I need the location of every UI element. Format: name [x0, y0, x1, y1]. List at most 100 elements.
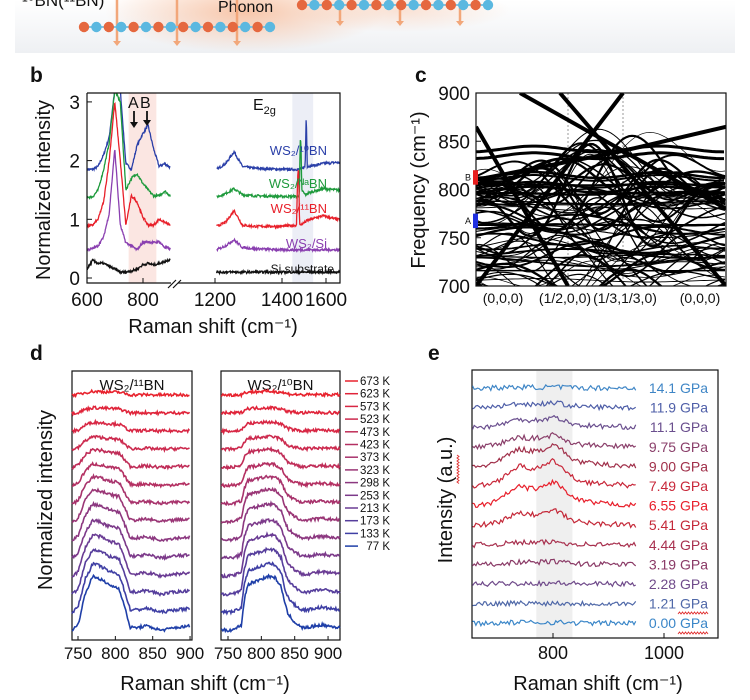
- phonon-band: [476, 184, 726, 245]
- x-axis-title: Raman shift (cm⁻¹): [120, 673, 289, 695]
- series-line: [71, 533, 191, 579]
- xtick-label: 800: [538, 643, 568, 663]
- phonon-band: [476, 237, 726, 263]
- series-line-2-right: [216, 169, 340, 230]
- ytick-label: 1: [69, 210, 80, 231]
- atom: [252, 21, 263, 33]
- series-label: 7.49 GPa: [649, 478, 708, 494]
- series-label: Si substrate: [271, 262, 335, 276]
- series-line: [472, 619, 637, 628]
- legend-label: 213 K: [360, 503, 390, 515]
- x-axis-title: Raman shift (cm⁻¹): [513, 673, 682, 695]
- legend-label: 298 K: [360, 478, 390, 490]
- series-line: [220, 404, 341, 416]
- phonon-band: [547, 273, 609, 286]
- phonon-band: [476, 190, 726, 236]
- annotation-a: A: [128, 95, 139, 112]
- ytick-label: 0: [69, 269, 80, 290]
- axes-frame: [471, 369, 719, 639]
- atom: [321, 0, 332, 11]
- arrow-head-icon: [336, 21, 344, 26]
- shaded-region-e2g: [292, 93, 314, 283]
- series-line: [71, 447, 190, 471]
- series-line: [472, 558, 637, 568]
- series-line-0-right: [216, 120, 340, 173]
- xtick-label: 1200: [194, 290, 236, 311]
- atom: [202, 21, 214, 33]
- series-line: [71, 473, 191, 506]
- kpoint-label: (1/3,1/3,0): [593, 290, 657, 306]
- atom: [383, 0, 394, 11]
- atom: [91, 21, 102, 33]
- top-schematic: ¹⁰BN(¹¹BN) Phonon: [15, 0, 735, 53]
- atom: [190, 21, 201, 33]
- y-axis-title: Normalized intensity: [33, 100, 55, 280]
- atom: [420, 0, 432, 11]
- series-line: [220, 461, 341, 489]
- phonon-band: [476, 197, 726, 276]
- series-line: [471, 414, 637, 431]
- xtick-label: 800: [247, 644, 275, 663]
- xtick-label: 850: [281, 644, 309, 663]
- xtick-label: 800: [101, 644, 129, 663]
- phonon-band-linear: [558, 93, 726, 286]
- phonon-band: [476, 257, 726, 286]
- series-line: [220, 500, 341, 543]
- atom: [78, 21, 90, 33]
- marker-label: B: [465, 172, 471, 182]
- phonon-band: [476, 187, 726, 262]
- series-line: [71, 388, 190, 399]
- atom: [408, 0, 419, 11]
- series-line: [221, 445, 341, 471]
- ytick-label: 850: [438, 132, 470, 153]
- series-line: [71, 405, 191, 417]
- phonon-band-flat: [476, 185, 724, 194]
- xtick-label: 850: [139, 644, 167, 663]
- atom: [215, 21, 226, 33]
- series-line: [472, 399, 637, 412]
- series-line: [71, 573, 191, 633]
- material-label: ¹⁰BN(¹¹BN): [22, 0, 104, 10]
- shaded-region: [536, 371, 573, 638]
- atom: [178, 21, 189, 33]
- atom: [346, 0, 357, 11]
- phonon-band: [534, 254, 627, 286]
- series-line: [472, 538, 637, 549]
- kpoint-label: (0,0,0): [680, 290, 720, 306]
- atom: [334, 0, 345, 11]
- series-line: [220, 474, 341, 507]
- phonon-band-linear: [622, 124, 726, 153]
- atom: [240, 21, 251, 33]
- phonon-band: [476, 235, 726, 267]
- series-line: [71, 461, 190, 489]
- panel-b: b 0 1 2 3 600 800 1200 1400 1600 Raman shift (cm⁻¹…: [30, 64, 347, 338]
- series-label: 2.28 GPa: [649, 576, 708, 592]
- series-line: [71, 487, 190, 524]
- series-line: [472, 478, 637, 509]
- atom: [165, 21, 176, 33]
- series-line: [220, 561, 340, 616]
- xtick-label: 900: [314, 644, 342, 663]
- series-line: [472, 599, 637, 608]
- phonon-band-linear: [519, 93, 726, 211]
- series-line: [471, 383, 637, 392]
- legend-label: 673 K: [360, 376, 390, 388]
- atom: [470, 0, 481, 11]
- legend-label: 323 K: [360, 465, 390, 477]
- phonon-band-linear: [476, 93, 625, 286]
- kpoint-label: (1/2,0,0): [539, 290, 591, 306]
- atom: [458, 0, 469, 11]
- atom: [358, 0, 370, 11]
- phonon-band: [476, 260, 726, 286]
- panel-label-d: d: [30, 342, 43, 365]
- series-line: [221, 531, 340, 579]
- phonon-band: [476, 192, 726, 232]
- marker-b: [473, 170, 478, 185]
- atom: [140, 21, 152, 33]
- series-line: [472, 508, 637, 529]
- panel-e: e 14.1 GPa 11.9 GPa 11.1 GPa 9.75 GPa 9.00 GP…: [428, 342, 719, 695]
- phonon-band: [476, 188, 726, 210]
- ytick-label: 900: [438, 84, 470, 105]
- xtick-label: 900: [176, 644, 204, 663]
